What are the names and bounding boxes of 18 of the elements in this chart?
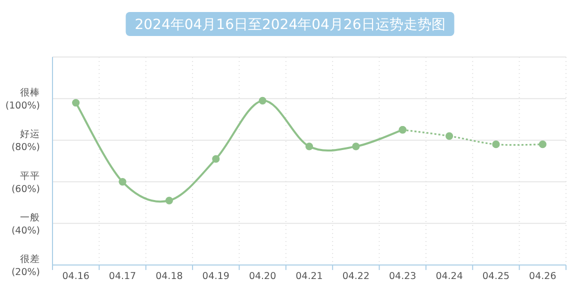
y-tick-label: 好运 (80%)	[11, 128, 40, 154]
x-tick-label: 04.22	[342, 271, 370, 282]
y-tick-label: 很差 (20%)	[11, 253, 40, 278]
y-tick-label: 平平 (60%)	[11, 170, 40, 195]
x-tick-label: 04.16	[62, 271, 90, 282]
x-tick-label: 04.17	[108, 271, 136, 282]
title: 2024年04月16日至2024年04月26日运势走势图	[126, 12, 454, 36]
x-tick-label: 04.18	[156, 271, 183, 282]
x-tick-label: 04.20	[248, 271, 276, 282]
y-tick-label: 很棒 (100%)	[5, 86, 40, 112]
x-tick-label: 04.26	[529, 271, 556, 282]
x-tick-label: 04.21	[296, 271, 323, 282]
x-tick-label: 04.25	[482, 271, 510, 282]
x-tick-label: 04.19	[202, 271, 230, 282]
y-tick-label: 一般 (40%)	[11, 212, 40, 236]
x-tick-label: 04.23	[389, 271, 416, 282]
x-tick-label: 04.24	[436, 271, 463, 282]
chart-title: 2024年04月16日至2024年04月26日运势走势图	[134, 17, 446, 33]
